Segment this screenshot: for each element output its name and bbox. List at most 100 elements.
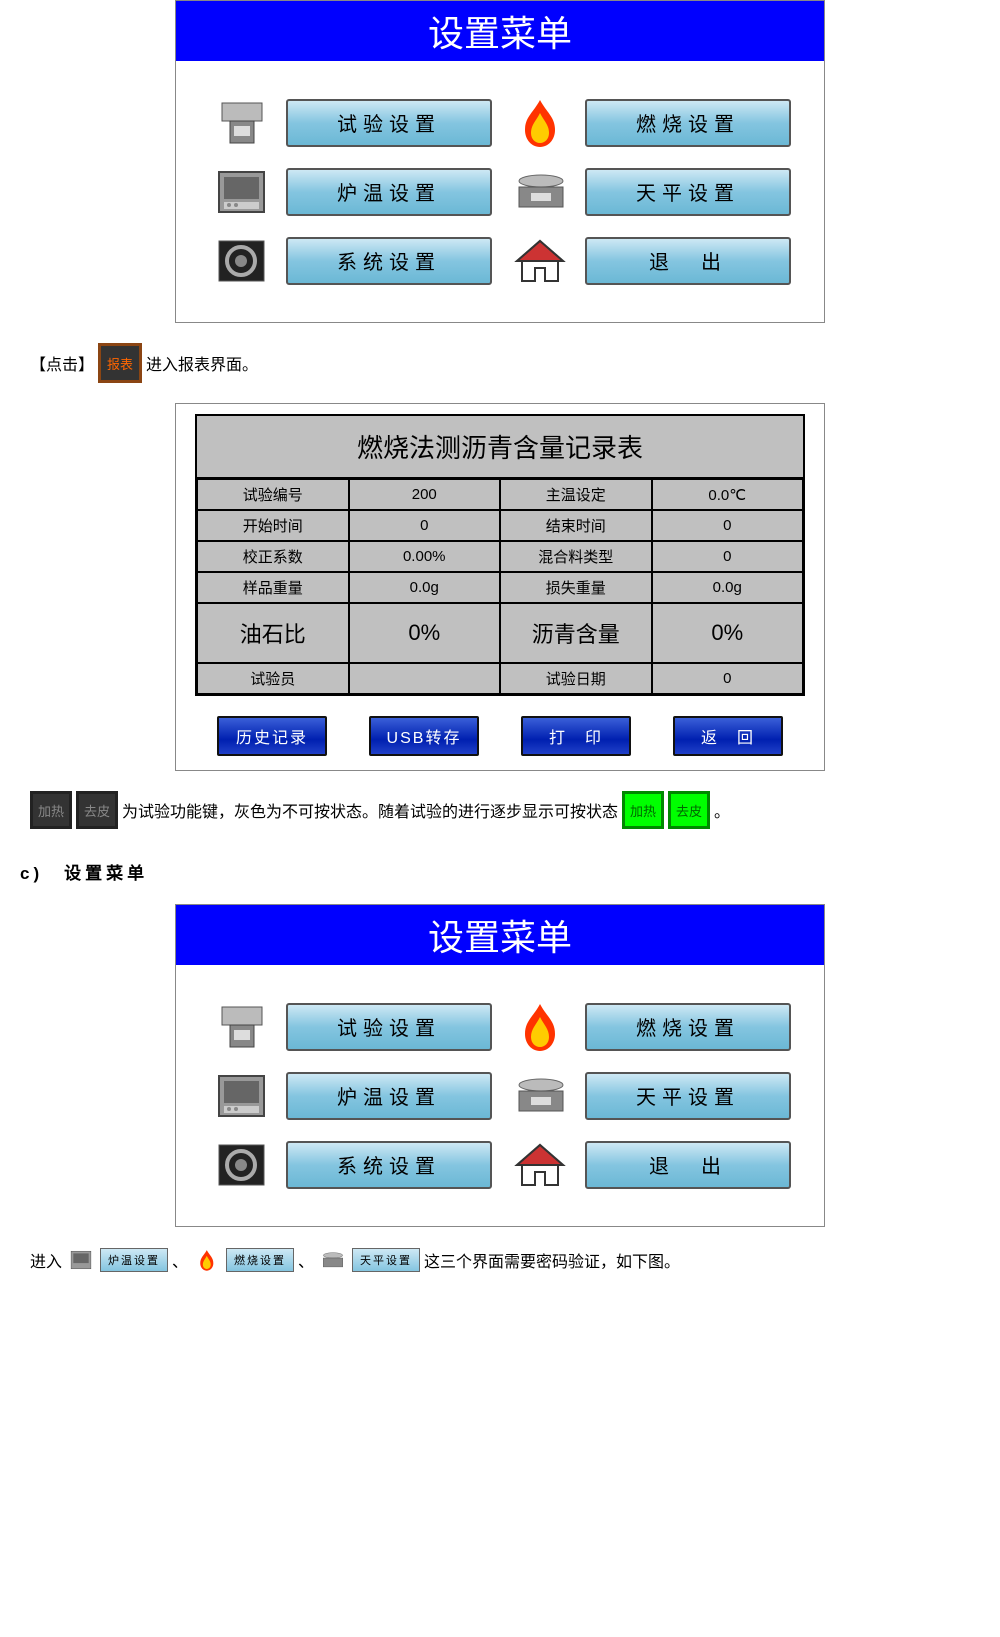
- menu-row: 系统设置 退 出: [206, 233, 794, 288]
- heat-button-disabled: 加热: [30, 791, 72, 829]
- menu-cell: 燃烧设置: [508, 95, 790, 150]
- doc-text-line: 【点击】 报表 进入报表界面。: [30, 343, 970, 383]
- furnace-icon: [66, 1247, 96, 1273]
- machine-icon: [209, 95, 274, 150]
- burn-settings-button[interactable]: 燃烧设置: [585, 1003, 790, 1051]
- menu-cell: 试验设置: [209, 95, 491, 150]
- balance-icon: [508, 164, 573, 219]
- furnace-settings-button[interactable]: 炉温设置: [286, 168, 491, 216]
- flame-icon: [192, 1247, 222, 1273]
- print-button[interactable]: 打 印: [521, 716, 631, 756]
- text: 【点击】: [30, 351, 94, 375]
- text: 进入: [30, 1248, 62, 1272]
- history-button[interactable]: 历史记录: [217, 716, 327, 756]
- home-icon: [508, 233, 573, 288]
- cell-label: 样品重量: [197, 572, 349, 603]
- cell-value: 200: [349, 479, 501, 510]
- cell-value: 0.0℃: [652, 479, 804, 510]
- furnace-icon: [209, 164, 274, 219]
- furnace-settings-button[interactable]: 炉温设置: [286, 1072, 491, 1120]
- cell-value: 0%: [652, 603, 804, 663]
- menu-cell: 炉温设置: [209, 164, 491, 219]
- home-icon: [508, 1137, 573, 1192]
- gear-icon: [209, 1137, 274, 1192]
- cell-label: 沥青含量: [500, 603, 652, 663]
- menu-cell: 试验设置: [209, 999, 491, 1054]
- menu-cell: 炉温设置: [209, 1068, 491, 1123]
- cell-label: 试验员: [197, 663, 349, 694]
- record-grid: 试验编号 200 主温设定 0.0℃ 开始时间 0 结束时间 0 校正系数 0.…: [197, 479, 803, 694]
- cell-label: 油石比: [197, 603, 349, 663]
- text: 、: [298, 1248, 314, 1272]
- menu-cell: 天平设置: [508, 1068, 790, 1123]
- menu-body: 试验设置 燃烧设置 炉温设置 天平设置: [176, 61, 824, 322]
- cell-value: 0: [652, 541, 804, 572]
- exit-button[interactable]: 退 出: [585, 1141, 790, 1189]
- menu-row: 炉温设置 天平设置: [206, 164, 794, 219]
- tare-button-disabled: 去皮: [76, 791, 118, 829]
- record-table: 燃烧法测沥青含量记录表 试验编号 200 主温设定 0.0℃ 开始时间 0 结束…: [195, 414, 805, 696]
- machine-icon: [209, 999, 274, 1054]
- menu-title: 设置菜单: [176, 1, 824, 61]
- balance-settings-mini-button[interactable]: 天平设置: [352, 1248, 420, 1272]
- cell-value: 0.0g: [349, 572, 501, 603]
- system-settings-button[interactable]: 系统设置: [286, 1141, 491, 1189]
- cell-label: 混合料类型: [500, 541, 652, 572]
- cell-value: 0.0g: [652, 572, 804, 603]
- menu-cell: 系统设置: [209, 233, 491, 288]
- furnace-icon: [209, 1068, 274, 1123]
- balance-settings-button[interactable]: 天平设置: [585, 1072, 790, 1120]
- test-settings-button[interactable]: 试验设置: [286, 99, 491, 147]
- balance-icon: [508, 1068, 573, 1123]
- function-key-line: 加热 去皮 为试验功能键，灰色为不可按状态。随着试验的进行逐步显示可按状态 加热…: [30, 791, 970, 829]
- test-settings-button[interactable]: 试验设置: [286, 1003, 491, 1051]
- system-settings-button[interactable]: 系统设置: [286, 237, 491, 285]
- cell-label: 试验编号: [197, 479, 349, 510]
- record-title: 燃烧法测沥青含量记录表: [197, 416, 803, 479]
- text: 这三个界面需要密码验证，如下图。: [424, 1248, 680, 1272]
- cell-value: 0: [652, 663, 804, 694]
- menu-cell: 燃烧设置: [508, 999, 790, 1054]
- flame-icon: [508, 95, 573, 150]
- menu-title: 设置菜单: [176, 905, 824, 965]
- doc-text-line: 进入 炉温设置 、 燃烧设置 、 天平设置 这三个界面需要密码验证，如下图。: [30, 1247, 970, 1273]
- menu-cell: 系统设置: [209, 1137, 491, 1192]
- furnace-settings-mini-button[interactable]: 炉温设置: [100, 1248, 168, 1272]
- cell-value: [349, 663, 501, 694]
- menu-body: 试验设置 燃烧设置 炉温设置 天平设置: [176, 965, 824, 1226]
- report-icon[interactable]: 报表: [98, 343, 142, 383]
- cell-value: 0: [652, 510, 804, 541]
- cell-value: 0%: [349, 603, 501, 663]
- tare-button-enabled[interactable]: 去皮: [668, 791, 710, 829]
- text: 为试验功能键，灰色为不可按状态。随着试验的进行逐步显示可按状态: [122, 798, 618, 822]
- menu-cell: 退 出: [508, 1137, 790, 1192]
- cell-label: 校正系数: [197, 541, 349, 572]
- menu-cell: 退 出: [508, 233, 790, 288]
- settings-menu-panel-1: 设置菜单 试验设置 燃烧设置 炉温设置: [175, 0, 825, 323]
- cell-label: 主温设定: [500, 479, 652, 510]
- menu-row: 炉温设置 天平设置: [206, 1068, 794, 1123]
- text: 进入报表界面。: [146, 351, 258, 375]
- cell-label: 结束时间: [500, 510, 652, 541]
- record-panel: 燃烧法测沥青含量记录表 试验编号 200 主温设定 0.0℃ 开始时间 0 结束…: [175, 403, 825, 771]
- settings-menu-panel-2: 设置菜单 试验设置 燃烧设置 炉温设置: [175, 904, 825, 1227]
- text: 、: [172, 1248, 188, 1272]
- text: 。: [714, 798, 730, 822]
- gear-icon: [209, 233, 274, 288]
- menu-row: 试验设置 燃烧设置: [206, 999, 794, 1054]
- heat-button-enabled[interactable]: 加热: [622, 791, 664, 829]
- flame-icon: [508, 999, 573, 1054]
- back-button[interactable]: 返 回: [673, 716, 783, 756]
- record-button-row: 历史记录 USB转存 打 印 返 回: [176, 706, 824, 760]
- balance-settings-button[interactable]: 天平设置: [585, 168, 790, 216]
- balance-icon: [318, 1247, 348, 1273]
- section-heading: c) 设置菜单: [20, 859, 980, 884]
- exit-button[interactable]: 退 出: [585, 237, 790, 285]
- burn-settings-button[interactable]: 燃烧设置: [585, 99, 790, 147]
- usb-export-button[interactable]: USB转存: [369, 716, 479, 756]
- cell-value: 0: [349, 510, 501, 541]
- cell-value: 0.00%: [349, 541, 501, 572]
- cell-label: 损失重量: [500, 572, 652, 603]
- cell-label: 试验日期: [500, 663, 652, 694]
- burn-settings-mini-button[interactable]: 燃烧设置: [226, 1248, 294, 1272]
